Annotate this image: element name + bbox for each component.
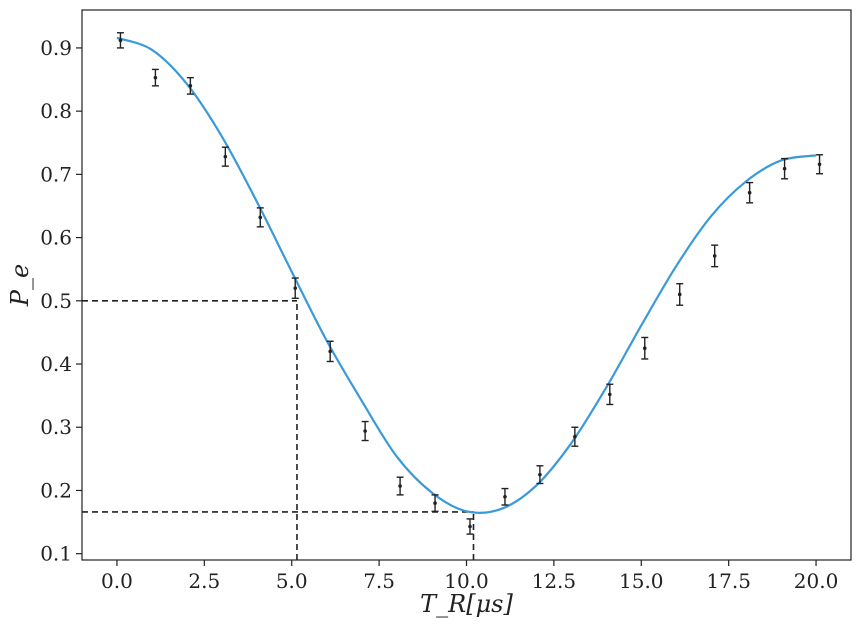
x-tick-label: 7.5	[363, 569, 395, 593]
point-marker	[118, 38, 123, 43]
y-tick-label: 0.9	[40, 36, 72, 60]
point-marker	[153, 75, 158, 80]
data-point	[501, 487, 509, 506]
point-marker	[642, 346, 647, 351]
fit-curve	[116, 36, 817, 514]
data-point	[396, 476, 404, 496]
data-point	[116, 32, 124, 49]
y-tick-label: 0.3	[40, 415, 72, 439]
x-tick-label: 5.0	[276, 569, 308, 593]
point-marker	[712, 254, 717, 258]
plot-frame	[81, 9, 852, 561]
point-marker	[782, 166, 787, 171]
x-tick-label: 20.0	[794, 569, 839, 593]
data-point	[606, 383, 614, 406]
y-tick-label: 0.2	[40, 478, 72, 502]
point-marker	[817, 162, 822, 167]
data-point	[431, 494, 439, 513]
point-marker	[747, 190, 752, 195]
x-tick-label: 17.5	[706, 569, 751, 593]
point-marker	[258, 215, 263, 220]
point-marker	[433, 501, 437, 505]
data-point	[711, 244, 719, 268]
point-marker	[363, 429, 367, 433]
data-point	[221, 146, 229, 167]
point-marker	[608, 392, 612, 397]
y-tick-label: 0.1	[40, 542, 72, 566]
data-point	[186, 76, 194, 95]
data-point	[571, 426, 579, 447]
point-marker	[398, 484, 402, 488]
data-point	[256, 207, 264, 228]
data-point	[536, 465, 544, 485]
y-axis-ticks: 0.1 0.2 0.3 0.4 0.5 0.6 0.7 0.8 0.9	[40, 36, 82, 566]
y-tick-label: 0.5	[40, 289, 72, 313]
data-point	[676, 283, 684, 306]
x-tick-label: 2.5	[188, 569, 220, 593]
y-tick-label: 0.6	[40, 226, 72, 250]
y-tick-label: 0.4	[40, 352, 72, 376]
point-marker	[328, 349, 332, 354]
x-tick-label: 12.5	[532, 569, 577, 593]
point-marker	[223, 154, 228, 159]
point-marker	[468, 524, 472, 529]
x-tick-label: 10.0	[444, 569, 489, 593]
x-tick-label: 0.0	[101, 569, 133, 593]
x-tick-label: 15.0	[619, 569, 664, 593]
data-point	[151, 68, 159, 87]
y-tick-label: 0.7	[40, 162, 72, 186]
point-marker	[188, 84, 193, 88]
point-marker	[538, 472, 542, 477]
dashed-guides	[82, 300, 475, 560]
x-axis-ticks: 0.0 2.5 5.0 7.5 10.0 12.5 15.0 17.5 20.0	[101, 560, 838, 593]
data-point	[641, 336, 649, 360]
data-point	[816, 154, 824, 175]
point-marker	[677, 292, 682, 297]
data-point	[291, 277, 299, 299]
data-point	[781, 157, 789, 180]
data-points	[116, 32, 824, 535]
data-point	[361, 420, 369, 442]
y-axis-label: P_e	[6, 264, 34, 307]
data-point	[326, 340, 334, 363]
point-marker	[503, 494, 507, 499]
data-point	[466, 518, 474, 535]
point-marker	[293, 286, 298, 290]
data-point	[746, 181, 754, 204]
axes: 0.0 2.5 5.0 7.5 10.0 12.5 15.0 17.5 20.0 0.10.20…	[40, 9, 852, 593]
y-tick-label: 0.8	[40, 99, 72, 123]
point-marker	[573, 434, 577, 439]
fit-line	[116, 36, 817, 514]
x-axis-label: T_R[μs]	[420, 590, 513, 618]
